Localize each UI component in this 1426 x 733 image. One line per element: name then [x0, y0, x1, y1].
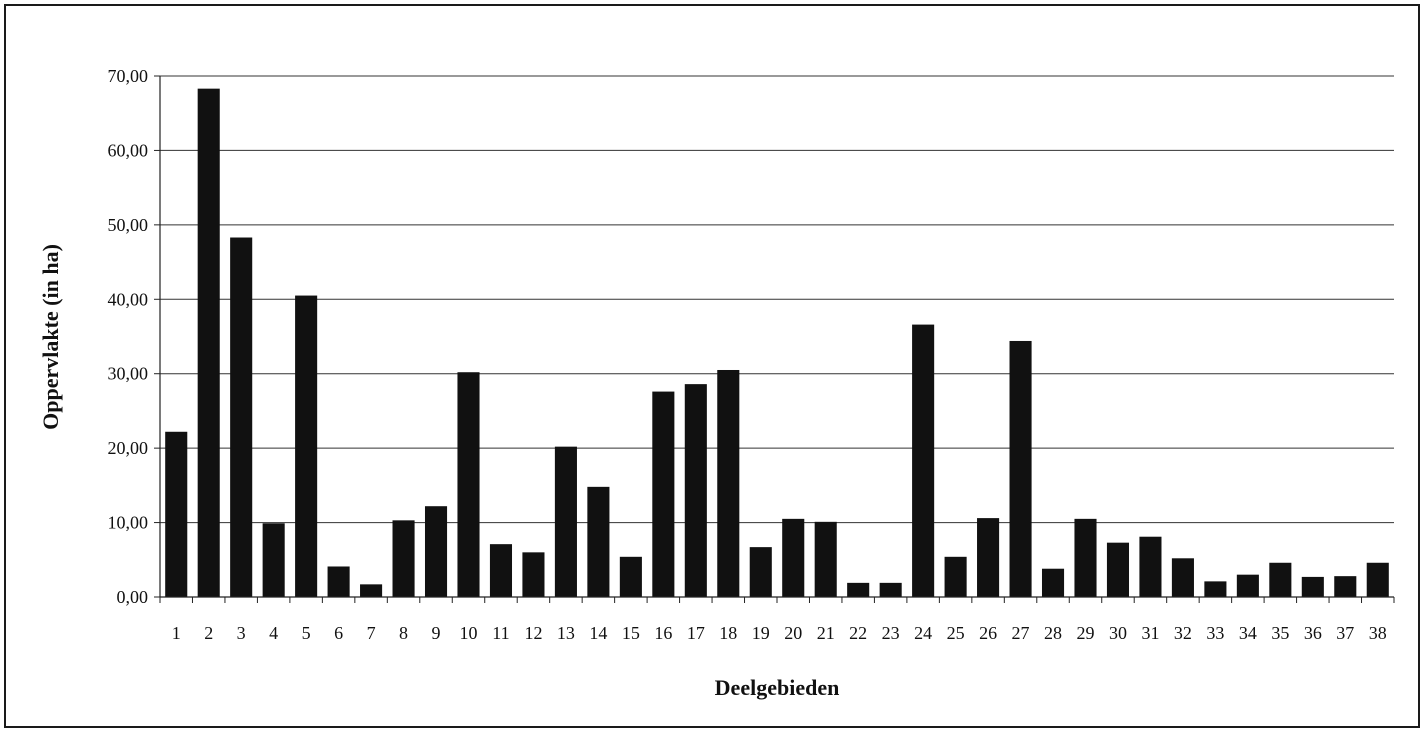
- bar: [749, 547, 772, 597]
- bar: [717, 369, 740, 597]
- bar: [1009, 340, 1032, 597]
- y-tick-label: 60,00: [108, 140, 149, 160]
- bar: [1301, 576, 1324, 597]
- bar: [1139, 536, 1162, 597]
- x-tick-label: 28: [1044, 623, 1062, 643]
- x-tick-label: 29: [1077, 623, 1095, 643]
- x-tick-label: 25: [947, 623, 965, 643]
- bar: [977, 518, 1000, 597]
- bar: [684, 384, 707, 597]
- x-tick-label: 19: [752, 623, 770, 643]
- x-tick-label: 10: [460, 623, 478, 643]
- x-tick-label: 17: [687, 623, 705, 643]
- bar: [1269, 562, 1292, 597]
- x-tick-label: 8: [399, 623, 408, 643]
- bars: [165, 88, 1389, 597]
- bar: [782, 518, 805, 597]
- bar: [619, 556, 642, 597]
- bar: [1366, 562, 1389, 597]
- bar: [1171, 558, 1194, 597]
- x-tick-label: 21: [817, 623, 835, 643]
- x-tick-label: 11: [492, 623, 509, 643]
- x-tick-label: 30: [1109, 623, 1127, 643]
- bar: [879, 582, 902, 597]
- x-tick-label: 1: [172, 623, 181, 643]
- bar: [554, 446, 577, 597]
- bar: [587, 486, 610, 597]
- x-tick-label: 22: [849, 623, 867, 643]
- x-axis-title: Deelgebieden: [715, 675, 840, 700]
- bar: [457, 372, 480, 597]
- x-tick-labels: 1 2 3 4 5 6 7 8 9 10 11 12 13 14 15 16 17 18 19 20 21 22 23 24 2…: [172, 623, 1387, 643]
- x-tick-label: 9: [432, 623, 441, 643]
- x-tick-label: 18: [719, 623, 737, 643]
- bar: [912, 324, 935, 597]
- y-tick-label: 70,00: [108, 66, 149, 86]
- x-tick-label: 27: [1012, 623, 1030, 643]
- y-tick-label: 10,00: [108, 513, 149, 533]
- x-tick-label: 13: [557, 623, 575, 643]
- x-tick-label: 34: [1239, 623, 1257, 643]
- bar: [262, 523, 285, 597]
- bar: [197, 88, 220, 597]
- y-tick-label: 20,00: [108, 438, 149, 458]
- x-tick-label: 4: [269, 623, 278, 643]
- bar: [489, 544, 513, 597]
- bar: [295, 295, 318, 597]
- x-tick-label: 36: [1304, 623, 1322, 643]
- x-tick-label: 31: [1141, 623, 1159, 643]
- x-tick-label: 32: [1174, 623, 1192, 643]
- bar: [327, 566, 350, 597]
- bar: [522, 552, 545, 597]
- bar: [230, 237, 253, 597]
- bar: [392, 520, 415, 597]
- y-tick-label: 30,00: [108, 364, 149, 384]
- x-tick-label: 14: [589, 623, 607, 643]
- bar: [847, 582, 870, 597]
- x-tick-label: 7: [367, 623, 376, 643]
- bar: [1204, 581, 1227, 597]
- x-tick-label: 15: [622, 623, 640, 643]
- x-tick-label: 2: [204, 623, 213, 643]
- bar: [1041, 568, 1065, 597]
- y-tick-label: 0,00: [117, 587, 149, 607]
- bar: [814, 521, 837, 597]
- grid-lines: [160, 75, 1394, 524]
- bar: [652, 391, 675, 597]
- bar: [424, 506, 448, 597]
- bar: [1236, 574, 1259, 597]
- y-axis-title: Oppervlakte (in ha): [38, 244, 63, 430]
- x-tick-label: 12: [524, 623, 542, 643]
- x-tick-label: 37: [1336, 623, 1354, 643]
- x-tick-label: 23: [882, 623, 900, 643]
- axes: [154, 75, 1395, 603]
- bar: [360, 584, 383, 597]
- x-tick-label: 16: [654, 623, 672, 643]
- bar: [944, 556, 967, 597]
- y-tick-label: 40,00: [108, 289, 149, 309]
- x-tick-label: 20: [784, 623, 802, 643]
- bar: [1106, 542, 1130, 597]
- x-tick-label: 24: [914, 623, 932, 643]
- x-tick-label: 33: [1206, 623, 1224, 643]
- x-tick-label: 3: [237, 623, 246, 643]
- y-tick-labels: 0,00 10,00 20,00 30,00 40,00 50,00 60,00 70,00: [108, 66, 149, 607]
- bar: [1074, 518, 1097, 597]
- y-tick-label: 50,00: [108, 215, 149, 235]
- x-tick-label: 5: [302, 623, 311, 643]
- x-tick-label: 35: [1271, 623, 1289, 643]
- x-tick-label: 26: [979, 623, 997, 643]
- bar: [165, 431, 188, 597]
- x-tick-label: 6: [334, 623, 343, 643]
- x-tick-label: 38: [1369, 623, 1387, 643]
- bar: [1334, 576, 1357, 597]
